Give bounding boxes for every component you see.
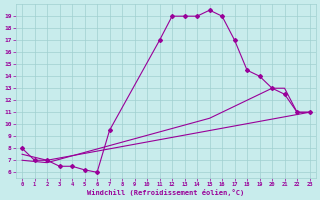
X-axis label: Windchill (Refroidissement éolien,°C): Windchill (Refroidissement éolien,°C) [87,189,244,196]
